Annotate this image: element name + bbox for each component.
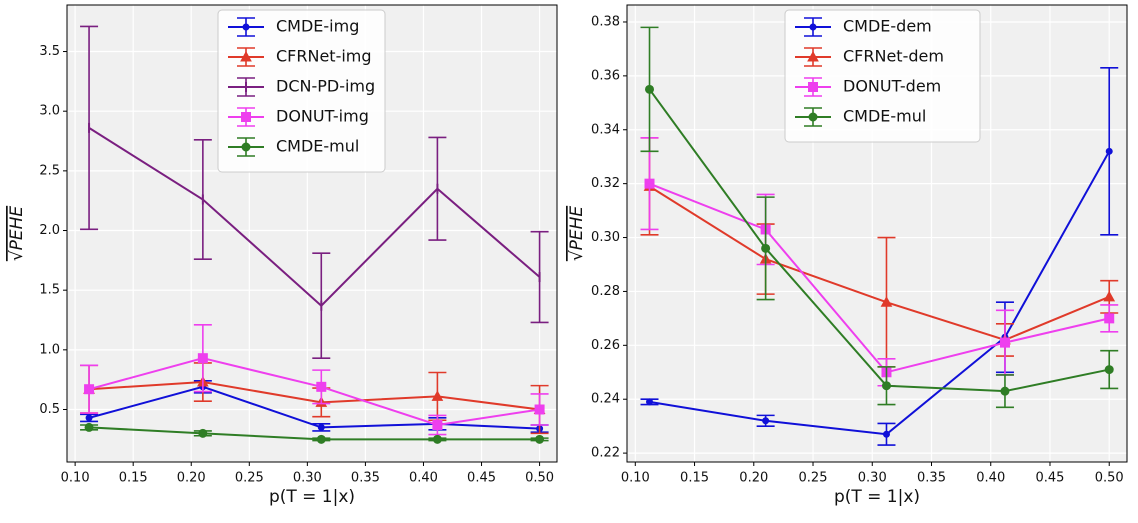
x-tick-label: 0.45 bbox=[467, 471, 496, 486]
panel: 0.22 0.24 0.26 0.28 0.30 0.32 0.34 0.36 0.38 0.10… bbox=[567, 4, 1128, 507]
x-tick-label: 0.40 bbox=[409, 471, 438, 486]
y-tick-label: 0.24 bbox=[591, 392, 620, 407]
legend-label: CMDE-mul bbox=[843, 107, 926, 126]
y-tick-label: 1.5 bbox=[39, 283, 60, 298]
y-axis-label: √PEHE bbox=[7, 206, 27, 262]
marker bbox=[881, 381, 891, 391]
legend-box bbox=[217, 9, 386, 173]
plot-border bbox=[66, 4, 558, 463]
y-tick-label: 0.30 bbox=[591, 230, 620, 245]
marker bbox=[432, 434, 442, 444]
legend: CMDE-img CFRNet-img DCN-PD-img DONUT-img CMD… bbox=[217, 9, 386, 173]
y-tick-label: 0.38 bbox=[591, 14, 620, 29]
marker bbox=[85, 414, 93, 422]
y-tick-label: 0.34 bbox=[591, 122, 620, 137]
y-tick-label: 0.28 bbox=[591, 284, 620, 299]
y-tick-label: 0.5 bbox=[39, 402, 60, 417]
y-tick-label: 0.36 bbox=[591, 68, 620, 83]
x-tick-label: 0.30 bbox=[858, 471, 887, 486]
y-tick-label: 2.5 bbox=[39, 163, 60, 178]
y-tick-label: 2.0 bbox=[39, 223, 60, 238]
marker bbox=[808, 82, 818, 92]
marker bbox=[999, 337, 1010, 348]
marker bbox=[316, 434, 326, 444]
y-tick-label: 3.5 bbox=[39, 44, 60, 59]
y-axis-label: √PEHE bbox=[567, 206, 587, 262]
marker bbox=[241, 142, 251, 152]
y-tick-label: 0.26 bbox=[591, 338, 620, 353]
marker bbox=[535, 434, 545, 444]
marker bbox=[807, 50, 819, 62]
marker bbox=[84, 384, 95, 395]
marker bbox=[646, 398, 654, 406]
marker bbox=[317, 423, 325, 431]
legend-label: DONUT-dem bbox=[843, 77, 941, 96]
y-tick-label: 0.22 bbox=[591, 446, 620, 461]
marker bbox=[1105, 147, 1113, 155]
legend-label: CMDE-dem bbox=[843, 17, 932, 36]
legend-label: CMDE-mul bbox=[276, 137, 359, 156]
panel: 0.5 1.0 1.5 2.0 2.5 3.0 3.5 0.10 0.15 0.20 0.25 0.3… bbox=[7, 4, 558, 507]
marker bbox=[1104, 313, 1115, 324]
marker bbox=[808, 112, 818, 122]
legend-label: DCN-PD-img bbox=[276, 77, 375, 96]
x-tick-label: 0.40 bbox=[976, 471, 1005, 486]
x-axis-label: p(T = 1|x) bbox=[269, 487, 355, 507]
marker bbox=[198, 428, 208, 438]
marker bbox=[882, 430, 890, 438]
x-tick-label: 0.20 bbox=[177, 471, 206, 486]
marker bbox=[1000, 386, 1010, 396]
x-tick-label: 0.20 bbox=[739, 471, 768, 486]
x-tick-label: 0.35 bbox=[351, 471, 380, 486]
marker bbox=[84, 422, 94, 432]
marker bbox=[645, 84, 655, 94]
marker bbox=[197, 353, 208, 364]
marker bbox=[242, 23, 250, 31]
marker bbox=[762, 417, 770, 425]
marker bbox=[316, 381, 327, 392]
legend-label: DONUT-img bbox=[276, 107, 369, 126]
x-tick-label: 0.50 bbox=[1095, 471, 1124, 486]
marker bbox=[432, 420, 443, 431]
marker bbox=[534, 404, 545, 415]
marker bbox=[241, 112, 251, 122]
plot-border bbox=[626, 4, 1128, 463]
x-axis-label: p(T = 1|x) bbox=[834, 487, 920, 507]
marker bbox=[761, 243, 771, 253]
marker bbox=[809, 23, 817, 31]
x-tick-label: 0.10 bbox=[61, 471, 90, 486]
legend-label: CFRNet-dem bbox=[843, 47, 944, 66]
x-tick-label: 0.35 bbox=[917, 471, 946, 486]
x-tick-label: 0.15 bbox=[119, 471, 148, 486]
x-tick-label: 0.50 bbox=[525, 471, 554, 486]
legend-box bbox=[784, 9, 981, 143]
y-tick-label: 3.0 bbox=[39, 104, 60, 119]
marker bbox=[644, 178, 655, 189]
marker bbox=[880, 296, 893, 307]
legend: CMDE-dem CFRNet-dem DONUT-dem CMDE-mul bbox=[784, 9, 981, 143]
x-tick-label: 0.15 bbox=[680, 471, 709, 486]
x-tick-label: 0.30 bbox=[293, 471, 322, 486]
x-tick-label: 0.25 bbox=[799, 471, 828, 486]
legend-label: CFRNet-img bbox=[276, 47, 372, 66]
y-tick-label: 0.32 bbox=[591, 176, 620, 191]
marker bbox=[431, 390, 444, 401]
x-tick-label: 0.10 bbox=[621, 471, 650, 486]
y-tick-label: 1.0 bbox=[39, 342, 60, 357]
marker bbox=[1104, 365, 1114, 375]
x-tick-label: 0.45 bbox=[1036, 471, 1065, 486]
legend-label: CMDE-img bbox=[276, 17, 359, 36]
marker bbox=[1103, 290, 1116, 302]
x-tick-label: 0.25 bbox=[235, 471, 264, 486]
marker bbox=[240, 50, 252, 62]
